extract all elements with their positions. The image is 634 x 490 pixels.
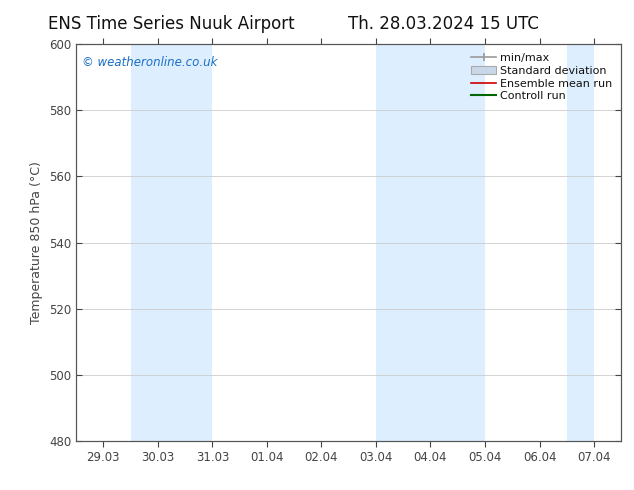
Text: © weatheronline.co.uk: © weatheronline.co.uk [82, 56, 217, 69]
Bar [567, 44, 594, 441]
Legend: min/max, Standard deviation, Ensemble mean run, Controll run: min/max, Standard deviation, Ensemble me… [468, 49, 616, 105]
Text: ENS Time Series Nuuk Airport: ENS Time Series Nuuk Airport [48, 15, 294, 33]
Bar [131, 44, 212, 441]
Text: Th. 28.03.2024 15 UTC: Th. 28.03.2024 15 UTC [348, 15, 540, 33]
Y-axis label: Temperature 850 hPa (°C): Temperature 850 hPa (°C) [30, 161, 43, 324]
Bar [376, 44, 485, 441]
